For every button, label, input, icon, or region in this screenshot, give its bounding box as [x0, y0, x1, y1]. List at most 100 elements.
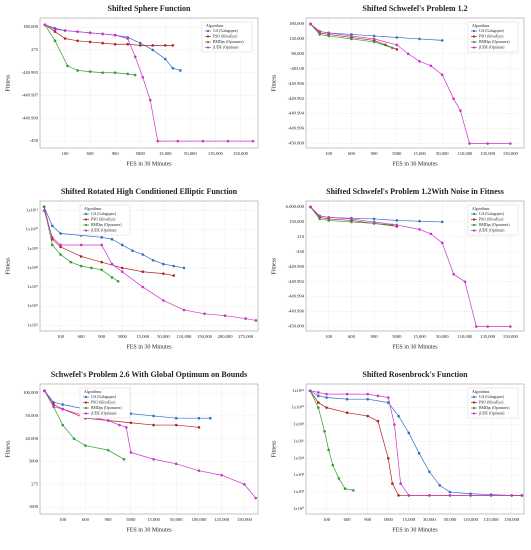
- x-tick-label: 600: [348, 151, 356, 156]
- y-tick-label: -449.994: [288, 111, 305, 116]
- y-tick-label: 210: [297, 234, 305, 239]
- point: [418, 219, 421, 223]
- chart-title: Schwefel's Problem 2.6 With Global Optim…: [51, 370, 247, 379]
- x-axis-label: FES in 30 Minutes: [126, 161, 172, 167]
- point: [126, 72, 130, 76]
- y-tick-label: -450: [30, 138, 39, 143]
- point: [203, 312, 206, 316]
- point: [448, 490, 452, 494]
- point: [148, 98, 152, 102]
- legend-marker: [472, 35, 476, 38]
- legend-label: jUDE (Optimus): [478, 411, 505, 415]
- point: [116, 279, 120, 283]
- point: [122, 457, 126, 461]
- point: [226, 139, 230, 143]
- point: [88, 40, 92, 44]
- point: [141, 285, 145, 289]
- point: [179, 69, 182, 72]
- x-tick-label: 100: [323, 517, 331, 522]
- x-axis-label: FES in 30 Minutes: [392, 344, 438, 350]
- legend-label: jUDE (Optimus): [478, 45, 505, 49]
- series-line: [309, 390, 522, 496]
- x-tick-label: 150,000: [233, 151, 249, 157]
- point: [133, 73, 137, 77]
- point: [254, 319, 258, 322]
- y-tick-label: 50,000: [25, 413, 38, 419]
- point: [318, 217, 321, 221]
- x-tick-label: 5000: [384, 517, 394, 522]
- x-tick-label: 900: [364, 517, 372, 522]
- point: [101, 71, 104, 75]
- y-tick-label: -449.990: [288, 264, 305, 269]
- legend-marker: [84, 218, 88, 221]
- point: [162, 299, 165, 302]
- x-tick-label: 50,000: [170, 517, 183, 523]
- point: [100, 268, 103, 272]
- point: [243, 483, 246, 486]
- x-tick-label: 5000: [136, 151, 146, 156]
- legend-label: GA (Galagopez): [91, 395, 117, 399]
- legend-label: PSO (SilvaEyo): [91, 400, 116, 404]
- point: [172, 264, 175, 268]
- point: [317, 406, 320, 409]
- legend-label: GA (Galagopez): [479, 395, 505, 399]
- point: [152, 457, 155, 461]
- point: [133, 55, 137, 59]
- point: [509, 325, 512, 328]
- y-axis-label: Fitness: [5, 74, 11, 92]
- plot-area: [39, 383, 259, 515]
- point: [151, 44, 155, 47]
- point: [106, 448, 110, 452]
- point: [129, 451, 133, 454]
- point: [182, 266, 186, 270]
- point: [350, 34, 353, 38]
- y-tick-label: 275: [31, 481, 39, 486]
- x-tick-label: 275,000: [238, 334, 254, 340]
- point: [386, 396, 390, 399]
- y-tick-label: 1x10⁴: [293, 455, 304, 460]
- point: [53, 28, 57, 31]
- x-tick-label: 150,000: [503, 151, 519, 157]
- point: [309, 22, 312, 26]
- point: [397, 414, 400, 418]
- legend-title: Algorithms: [472, 24, 490, 28]
- series-line: [309, 390, 354, 491]
- point: [52, 400, 55, 404]
- y-tick-label: 180,000: [23, 24, 39, 30]
- point: [59, 253, 62, 256]
- point: [126, 42, 130, 46]
- point: [131, 249, 134, 253]
- series-line: [310, 390, 522, 496]
- point: [106, 419, 110, 422]
- point: [163, 44, 167, 47]
- point: [345, 411, 349, 415]
- series-line: [44, 390, 256, 499]
- legend-label: BMDps (Oposunes): [91, 223, 122, 227]
- point: [63, 29, 67, 32]
- point: [129, 421, 133, 425]
- x-axis-label: FES in 30 Minutes: [126, 527, 172, 533]
- point: [317, 401, 320, 404]
- point: [395, 43, 399, 47]
- point: [88, 31, 92, 35]
- point: [429, 64, 433, 68]
- legend-title: Algorithms: [84, 207, 102, 211]
- y-tick-label: 6,000,000: [286, 204, 305, 210]
- x-tick-label: 50,000: [436, 334, 449, 340]
- x-tick-label: 100,000: [191, 517, 207, 523]
- point: [418, 37, 421, 41]
- chart-title: Shifted Rotated High Conditioned Ellipti…: [61, 187, 238, 196]
- y-axis-label: Fitness: [271, 74, 277, 92]
- legend-title: Algorithms: [472, 207, 490, 211]
- point: [345, 392, 349, 396]
- legend-marker: [84, 395, 88, 399]
- legend-marker: [84, 401, 88, 404]
- x-tick-label: 5000: [118, 334, 128, 339]
- x-tick-label: 110,000: [458, 334, 473, 340]
- y-tick-label: 20,000: [25, 436, 38, 442]
- point: [151, 48, 155, 52]
- legend-marker: [206, 29, 210, 33]
- point: [509, 142, 512, 145]
